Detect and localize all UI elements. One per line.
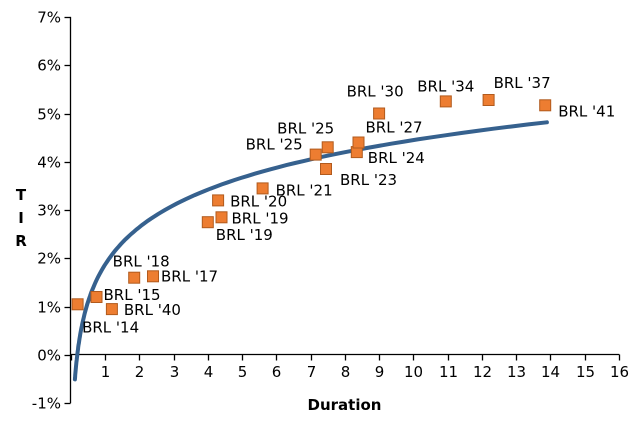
- y-axis-tick-label: 6%: [37, 57, 61, 75]
- x-axis-tick-label: 16: [610, 363, 629, 381]
- x-axis-tick-label: 7: [307, 363, 317, 381]
- data-point-label: BRL '34: [417, 77, 474, 95]
- y-axis-tick-label: 2%: [37, 250, 61, 268]
- data-point-marker: [373, 107, 386, 120]
- data-point-label: BRL '19: [232, 209, 289, 227]
- data-point-marker: [147, 270, 159, 283]
- data-point-marker: [321, 141, 334, 154]
- x-axis-tick-label: 4: [204, 363, 214, 381]
- data-point-label: BRL '30: [347, 83, 404, 101]
- x-axis-tick-label: 5: [238, 363, 248, 381]
- fitted-yield-curve: [72, 120, 549, 382]
- y-axis-title-char: I: [18, 209, 24, 227]
- y-axis-tick-label: 0%: [37, 347, 61, 365]
- y-axis-title-char: T: [15, 186, 27, 204]
- data-point-label: BRL '24: [368, 149, 425, 167]
- x-axis-tick-label: 10: [404, 363, 423, 381]
- x-axis-title: Duration: [307, 396, 382, 414]
- data-point-marker: [352, 136, 365, 149]
- x-axis-tick-label: 13: [507, 363, 526, 381]
- y-axis-tick-label: 1%: [37, 299, 61, 317]
- data-point-label: BRL '17: [161, 267, 218, 285]
- data-point-marker: [128, 271, 141, 284]
- data-point-marker: [71, 298, 84, 311]
- data-point-marker: [309, 148, 322, 161]
- x-axis-tick-label: 11: [439, 363, 458, 381]
- x-axis-tick-label: 6: [272, 363, 282, 381]
- data-point-label: BRL '15: [104, 286, 161, 304]
- data-point-marker: [439, 95, 452, 108]
- x-axis-tick-label: 9: [375, 363, 385, 381]
- data-point-label: BRL '14: [82, 318, 139, 336]
- data-point-marker: [215, 211, 228, 224]
- x-axis-tick-label: 2: [135, 363, 145, 381]
- y-axis-tick-label: 4%: [37, 154, 61, 172]
- data-point-label: BRL '21: [276, 181, 333, 199]
- data-point-marker: [212, 194, 225, 207]
- y-axis-title: T I R: [6, 184, 36, 253]
- data-point-marker: [90, 291, 103, 303]
- x-axis-tick-label: 3: [170, 363, 180, 381]
- y-axis-tick-label: -1%: [32, 395, 61, 413]
- data-point-marker: [201, 216, 214, 229]
- x-axis-tick-label: 12: [473, 363, 492, 381]
- data-point-label: BRL '40: [124, 301, 181, 319]
- x-axis-tick-label: 8: [341, 363, 351, 381]
- y-axis-tick-label: 5%: [37, 106, 61, 124]
- y-axis-tick-label: 3%: [37, 202, 61, 220]
- data-point-marker: [482, 94, 495, 106]
- y-axis-title-char: R: [15, 232, 27, 250]
- data-point-label: BRL '20: [230, 192, 287, 210]
- x-axis-tick-label: 15: [576, 363, 595, 381]
- x-axis-tick-label: 14: [541, 363, 560, 381]
- data-point-label: BRL '23: [340, 171, 397, 189]
- y-axis-tick-label: 7%: [37, 9, 61, 27]
- data-point-label: BRL '37: [494, 74, 551, 92]
- data-point-label: BRL '25: [246, 136, 303, 154]
- data-point-label: BRL '27: [366, 119, 423, 137]
- data-point-marker: [539, 99, 552, 112]
- data-point-label: BRL '19: [216, 226, 273, 244]
- data-point-marker: [105, 303, 118, 316]
- data-point-label: BRL '41: [558, 102, 615, 120]
- data-point-label: BRL '18: [113, 253, 170, 271]
- x-axis-tick-label: 1: [101, 363, 111, 381]
- data-point-label: BRL '25: [277, 119, 334, 137]
- data-point-marker: [320, 163, 332, 175]
- data-point-marker: [256, 182, 269, 195]
